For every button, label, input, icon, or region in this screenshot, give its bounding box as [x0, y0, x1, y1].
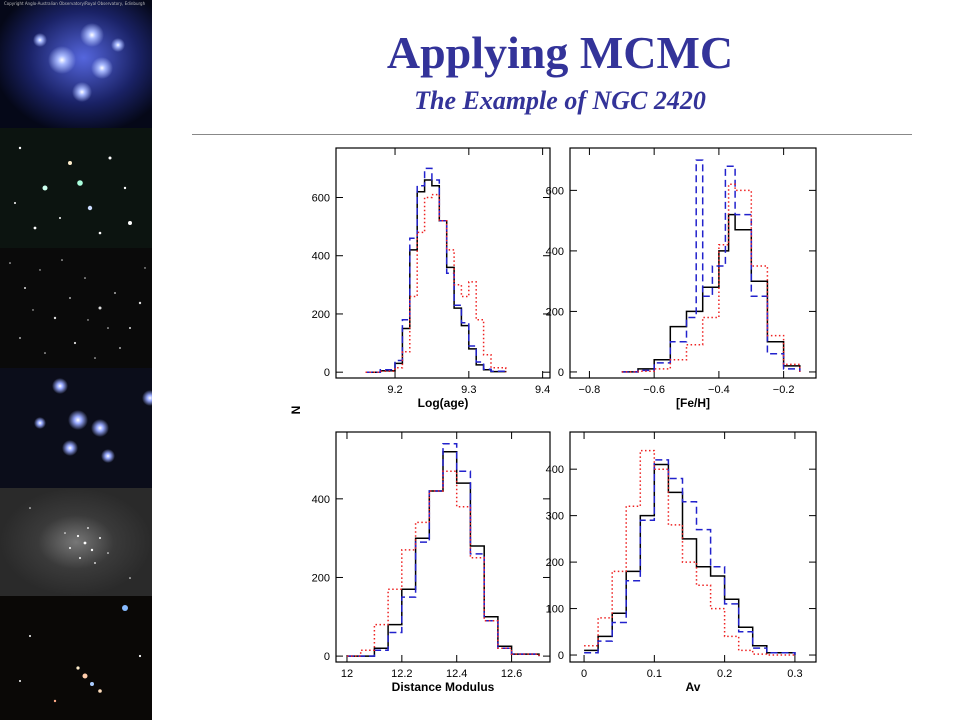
x-tick-label: 0	[581, 668, 587, 680]
x-tick-label: −0.6	[643, 384, 665, 396]
slide-title: Applying MCMC	[386, 27, 734, 78]
x-axis-label: [Fe/H]	[676, 396, 710, 410]
series-dotted-line	[365, 193, 507, 373]
y-tick-label: 200	[546, 306, 564, 318]
y-tick-label: 200	[312, 309, 330, 321]
series-dashed-line	[621, 159, 801, 373]
x-tick-label: 9.4	[535, 384, 550, 396]
x-tick-label: −0.8	[579, 384, 601, 396]
y-tick-label: 300	[546, 511, 564, 523]
x-tick-label: −0.2	[773, 384, 795, 396]
series-solid-line	[621, 213, 801, 373]
x-tick-label: 12.2	[391, 668, 412, 680]
dense-starfield-image	[0, 248, 152, 368]
x-tick-label: 0.1	[647, 668, 662, 680]
x-tick-label: 0.2	[717, 668, 732, 680]
y-tick-label: 600	[546, 185, 564, 197]
y-tick-label: 400	[546, 246, 564, 258]
x-tick-label: 12	[341, 668, 353, 680]
y-tick-label: 0	[558, 367, 564, 379]
pleiades-cluster-image: Copyright Anglo-Australian Observatory/R…	[0, 0, 152, 128]
series-dotted-line	[347, 470, 540, 657]
shared-y-axis-label: N	[289, 406, 303, 415]
series-dashed-line	[584, 459, 796, 655]
x-axis-label: Av	[686, 680, 701, 694]
series-dashed-line	[365, 167, 507, 373]
y-tick-label: 400	[312, 251, 330, 263]
y-tick-label: 600	[312, 192, 330, 204]
x-tick-label: −0.4	[708, 384, 730, 396]
x-tick-label: 12.6	[501, 668, 522, 680]
plot-frame	[569, 431, 817, 663]
y-tick-label: 100	[546, 604, 564, 616]
histogram-panel-3: 12 12.2 12.4 12.6 0 200 400 Distance Modulus	[312, 431, 551, 694]
plot-frame	[335, 147, 551, 379]
x-axis-label: Log(age)	[418, 396, 469, 410]
title-divider	[192, 134, 912, 135]
x-tick-label: 12.4	[446, 668, 467, 680]
image-credit: Copyright Anglo-Australian Observatory/R…	[4, 1, 146, 6]
y-tick-label: 200	[312, 572, 330, 584]
series-solid-line	[584, 463, 796, 655]
histogram-panel-1: 9.2 9.3 9.4 0 200 400 600 Log(age)	[312, 147, 551, 410]
series-solid-line	[365, 179, 507, 373]
y-tick-label: 0	[324, 367, 330, 379]
slide-subtitle: The Example of NGC 2420	[414, 86, 706, 115]
series-dotted-line	[621, 183, 801, 373]
x-tick-label: 9.3	[461, 384, 476, 396]
plot-frame	[569, 147, 817, 379]
bright-cluster-image	[0, 368, 152, 488]
series-dotted-line	[584, 449, 795, 656]
globular-cluster-image	[0, 488, 152, 596]
histogram-panel-4: 0 0.1 0.2 0.3 0 100 200 300 400 Av	[546, 431, 817, 694]
x-axis-label: Distance Modulus	[392, 680, 495, 694]
plot-frame	[335, 431, 551, 663]
y-tick-label: 400	[546, 464, 564, 476]
open-cluster-image	[0, 128, 152, 248]
astronomy-image-strip: Copyright Anglo-Australian Observatory/R…	[0, 0, 152, 720]
y-tick-label: 0	[324, 651, 330, 663]
y-tick-label: 0	[558, 650, 564, 662]
x-tick-label: 0.3	[787, 668, 802, 680]
reddish-cluster-image	[0, 596, 152, 720]
y-tick-label: 400	[312, 494, 330, 506]
y-tick-label: 200	[546, 557, 564, 569]
histogram-panel-2: −0.8 −0.6 −0.4 −0.2 0 200 400 600 [Fe/H]	[546, 147, 817, 410]
x-tick-label: 9.2	[387, 384, 402, 396]
